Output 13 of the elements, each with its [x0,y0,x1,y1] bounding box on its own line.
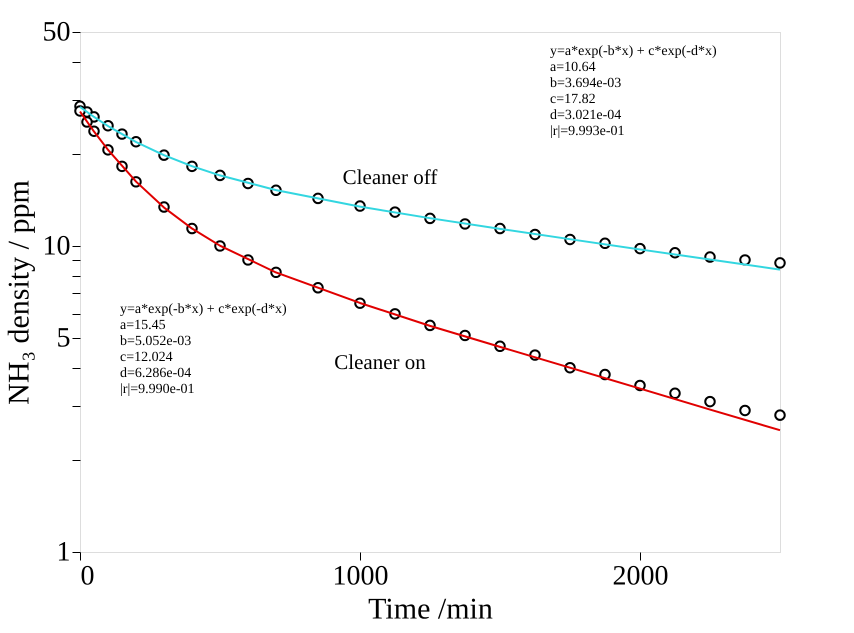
annotation: y=a*exp(-b*x) + c*exp(-d*x) a=15.45 b=5.052e-03 c=12.024 d=6.286e-04 |r|=9.990e-01 [120,302,287,397]
x-axis-title: Time /min [368,592,493,626]
annotation: y=a*exp(-b*x) + c*exp(-d*x) a=10.64 b=3.694e-03 c=17.82 d=3.021e-04 |r|=9.993e-01 [550,44,717,139]
y-axis-title: NH₃ density / ppm [2,180,36,405]
y-tick-label: 50 [42,16,70,48]
series-label: Cleaner on [334,350,426,374]
x-tick-label: 2000 [612,560,668,592]
x-tick-label: 1000 [332,560,388,592]
y-tick-label: 1 [56,536,70,568]
x-tick-label: 0 [80,560,94,592]
y-tick-label: 5 [56,322,70,354]
y-tick-label: 10 [42,230,70,262]
series-label: Cleaner off [342,165,438,190]
